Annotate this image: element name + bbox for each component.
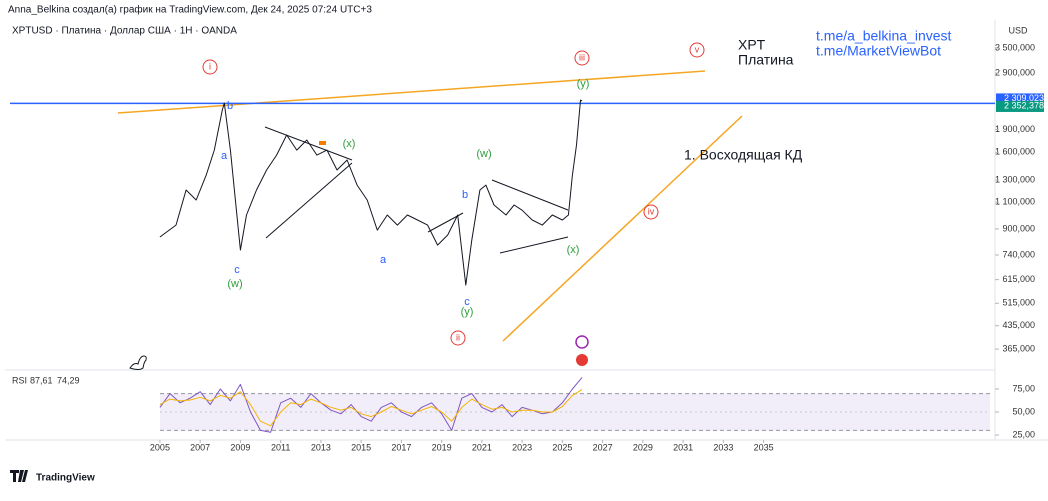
- wave-label: a: [380, 254, 387, 266]
- channel-note: 1. Восходящая КД: [684, 147, 803, 163]
- wave-label: i: [209, 61, 211, 71]
- circle: [643, 204, 659, 220]
- wave-label: iii: [579, 52, 585, 62]
- x-tick-label: 2027: [593, 442, 613, 452]
- rsi-title: RSI: [12, 375, 27, 385]
- circle: [689, 42, 705, 58]
- circle: [450, 330, 466, 346]
- y-tick-label: 50,00: [1012, 406, 1035, 416]
- marker: [319, 141, 326, 145]
- series-line: [159, 377, 583, 433]
- y-tick-label: 1 600,000: [995, 147, 1035, 157]
- wave-label: c: [464, 296, 470, 308]
- y-tick-label: 435,000: [1002, 320, 1035, 330]
- triangle-line: [491, 179, 569, 211]
- series-line: [159, 389, 583, 427]
- rsi-ma-value: 74,29: [57, 375, 80, 385]
- x-tick-label: 2025: [552, 442, 572, 452]
- y-tick-label: 3 500,000: [995, 42, 1035, 52]
- marks: [10, 99, 995, 433]
- x-tick-label: 2007: [190, 442, 210, 452]
- wave-label: (w): [227, 278, 242, 290]
- x-tick-label: 2019: [432, 442, 452, 452]
- x-tick-label: 2013: [311, 442, 331, 452]
- x-tick-label: 2017: [391, 442, 411, 452]
- wave-label: (y): [577, 78, 590, 90]
- wave-label: iv: [648, 206, 655, 216]
- circle: [202, 59, 218, 75]
- y-tick-label: 75,00: [1012, 383, 1035, 393]
- triangle-line: [499, 236, 569, 254]
- triangle-line: [265, 162, 353, 239]
- circle: [574, 50, 590, 66]
- y-tick-label: 25,00: [1012, 429, 1035, 439]
- wave-label: a: [221, 150, 228, 162]
- y-tick-label: 2 900,000: [995, 67, 1035, 77]
- triangle-line: [264, 126, 353, 161]
- x-tick-label: 2009: [230, 442, 250, 452]
- y-tick-label: 900,000: [1002, 223, 1035, 233]
- wave-label: v: [695, 44, 700, 54]
- trend-line: [117, 70, 706, 114]
- x-tick-label: 2031: [673, 442, 693, 452]
- ticker: XPT: [738, 37, 766, 53]
- link[interactable]: t.me/a_belkina_invest: [816, 28, 952, 44]
- wave-label: b: [227, 100, 233, 112]
- event-icon[interactable]: [576, 354, 588, 366]
- series-line: [159, 99, 583, 286]
- rsi-value: 87,61: [30, 375, 53, 385]
- link[interactable]: t.me/MarketViewBot: [816, 43, 941, 59]
- y-tick-label: 1 100,000: [995, 197, 1035, 207]
- y-tick-label: 365,000: [1002, 343, 1035, 353]
- author-line: Anna_Belkina создал(а) график на Trading…: [8, 4, 372, 16]
- x-tick-label: 2035: [754, 442, 774, 452]
- y-tick-label: 740,000: [1002, 249, 1035, 259]
- price-badge: [996, 93, 1044, 105]
- x-tick-label: 2005: [150, 442, 170, 452]
- symbol-line: XPTUSD · Платина · Доллар США · 1H · OAN…: [12, 26, 237, 37]
- price-badge-label: 2 352,378: [1004, 100, 1044, 110]
- wave-circles: [202, 42, 705, 346]
- wave-label: c: [234, 264, 240, 276]
- y-tick-label: 615,000: [1002, 274, 1035, 284]
- price-badge-label: 2 309,023: [1004, 93, 1044, 103]
- y-tick-label: 515,000: [1002, 298, 1035, 308]
- wave-label: (x): [343, 138, 356, 150]
- x-tick-label: 2029: [633, 442, 653, 452]
- y-tick-label: 1 900,000: [995, 124, 1035, 134]
- x-tick-label: 2015: [351, 442, 371, 452]
- wave-label: (x): [567, 244, 580, 256]
- event-icon[interactable]: [575, 335, 589, 349]
- trend-line: [502, 115, 743, 342]
- currency: USD: [1008, 25, 1028, 35]
- x-tick-label: 2011: [271, 442, 290, 452]
- wave-label: (y): [461, 306, 474, 318]
- x-tick-label: 2023: [512, 442, 532, 452]
- wave-label: ii: [456, 332, 460, 342]
- x-tick-label: 2021: [472, 442, 492, 452]
- logo: [10, 470, 28, 482]
- instrument-name: Платина: [738, 52, 794, 68]
- wave-label: b: [462, 189, 468, 201]
- brand: TradingView: [36, 473, 95, 484]
- x-tick-label: 2033: [713, 442, 733, 452]
- price-badge: [996, 100, 1044, 112]
- dino-icon: [129, 355, 147, 370]
- wave-label: (w): [476, 148, 491, 160]
- y-tick-label: 1 300,000: [995, 174, 1035, 184]
